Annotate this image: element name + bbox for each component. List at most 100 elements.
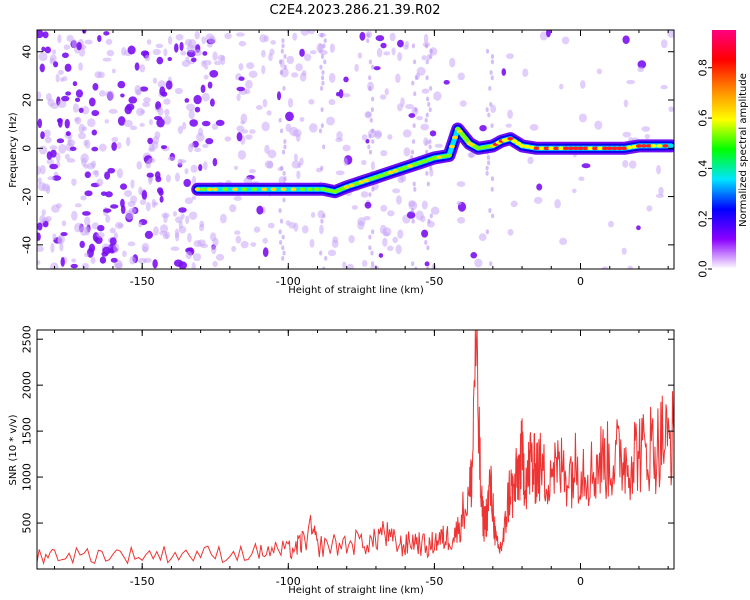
noise-blob (194, 49, 202, 56)
noise-blob (295, 63, 303, 72)
noise-blob (50, 262, 59, 269)
noise-streak (318, 128, 323, 134)
noise-streak (486, 155, 491, 160)
ridge-peak (446, 153, 453, 158)
noise-blob (146, 39, 152, 45)
noise-blob (144, 54, 150, 62)
noise-streak (278, 59, 283, 65)
noise-blob (135, 88, 142, 96)
noise-streak (278, 117, 282, 123)
noise-blob (405, 103, 414, 110)
noise-blob (84, 252, 89, 258)
noise-blob (155, 43, 164, 49)
noise-streak (428, 107, 432, 113)
noise-blob (163, 213, 168, 224)
noise-streak (487, 160, 491, 166)
ridge-peak (372, 175, 379, 180)
noise-blob (231, 245, 237, 252)
noise-blob (198, 127, 204, 137)
ridge-peak (377, 173, 384, 178)
noise-blob (370, 265, 380, 269)
noise-blob (203, 161, 208, 171)
noise-blob (266, 110, 272, 116)
noise-blob (160, 224, 169, 233)
snr-y-tick-label: 500 (21, 513, 34, 534)
ridge-peak (548, 146, 555, 151)
noise-blob (245, 79, 253, 89)
noise-streak (370, 261, 375, 267)
ridge-peak (631, 144, 638, 149)
noise-streak (322, 43, 326, 49)
noise-streak (490, 59, 495, 65)
ridge-peak (280, 187, 287, 192)
noise-streak (281, 149, 286, 155)
noise-blob (309, 50, 317, 55)
noise-blob (180, 50, 187, 56)
noise-blob (510, 200, 518, 208)
noise-blob (37, 222, 43, 231)
noise-blob (81, 211, 91, 216)
noise-blob (70, 263, 78, 269)
noise-blob (57, 235, 63, 245)
noise-blob (72, 81, 78, 87)
ridge-peak (343, 185, 350, 189)
noise-blob (96, 178, 104, 187)
noise-streak (368, 234, 372, 240)
noise-blob (92, 83, 99, 91)
noise-blob (83, 164, 89, 169)
noise-blob (87, 118, 96, 128)
noise-blob (336, 131, 343, 140)
noise-blob (622, 35, 630, 45)
noise-streak (370, 250, 374, 256)
noise-streak (320, 32, 324, 38)
figure-title: C2E4.2023.286.21.39.R02 (269, 3, 440, 18)
noise-streak (413, 186, 417, 192)
noise-streak (426, 266, 430, 269)
noise-blob (581, 163, 591, 169)
noise-blob (396, 195, 402, 205)
noise-blob (260, 49, 266, 58)
noise-blob (335, 170, 345, 176)
ridge-peak (431, 156, 438, 160)
noise-streak (319, 64, 323, 70)
noise-blob (539, 31, 548, 41)
ridge-peak (597, 146, 604, 151)
noise-blob (240, 240, 249, 249)
noise-blob (211, 123, 219, 130)
noise-blob (94, 71, 102, 79)
spectrogram-y-tick-label: 20 (21, 93, 34, 107)
noise-blob (256, 105, 263, 110)
noise-streak (413, 91, 417, 97)
ridge-peak (306, 187, 313, 192)
noise-blob (104, 119, 110, 124)
noise-blob (142, 246, 149, 253)
noise-blob (667, 30, 674, 38)
noise-blob (307, 30, 316, 35)
noise-streak (323, 59, 327, 65)
noise-blob (219, 213, 227, 224)
ridge-peak (382, 172, 389, 176)
noise-blob (83, 140, 88, 147)
noise-blob (205, 137, 214, 145)
noise-blob (187, 232, 192, 243)
noise-streak (322, 213, 326, 219)
noise-blob (467, 151, 476, 158)
noise-blob (64, 118, 70, 129)
ridge-peak (602, 146, 609, 151)
noise-blob (39, 63, 45, 73)
noise-blob (113, 243, 120, 253)
noise-blob (636, 225, 641, 231)
noise-blob (289, 126, 299, 137)
noise-blob (240, 113, 248, 124)
noise-blob (41, 183, 50, 192)
noise-streak (283, 54, 287, 59)
noise-blob (78, 62, 83, 71)
noise-blob (90, 257, 96, 264)
ridge-peak (577, 146, 584, 151)
noise-blob (210, 232, 217, 242)
noise-blob (111, 141, 117, 152)
noise-blob (608, 220, 614, 228)
noise-blob (104, 171, 111, 180)
noise-blob (129, 256, 136, 265)
noise-blob (96, 231, 105, 239)
